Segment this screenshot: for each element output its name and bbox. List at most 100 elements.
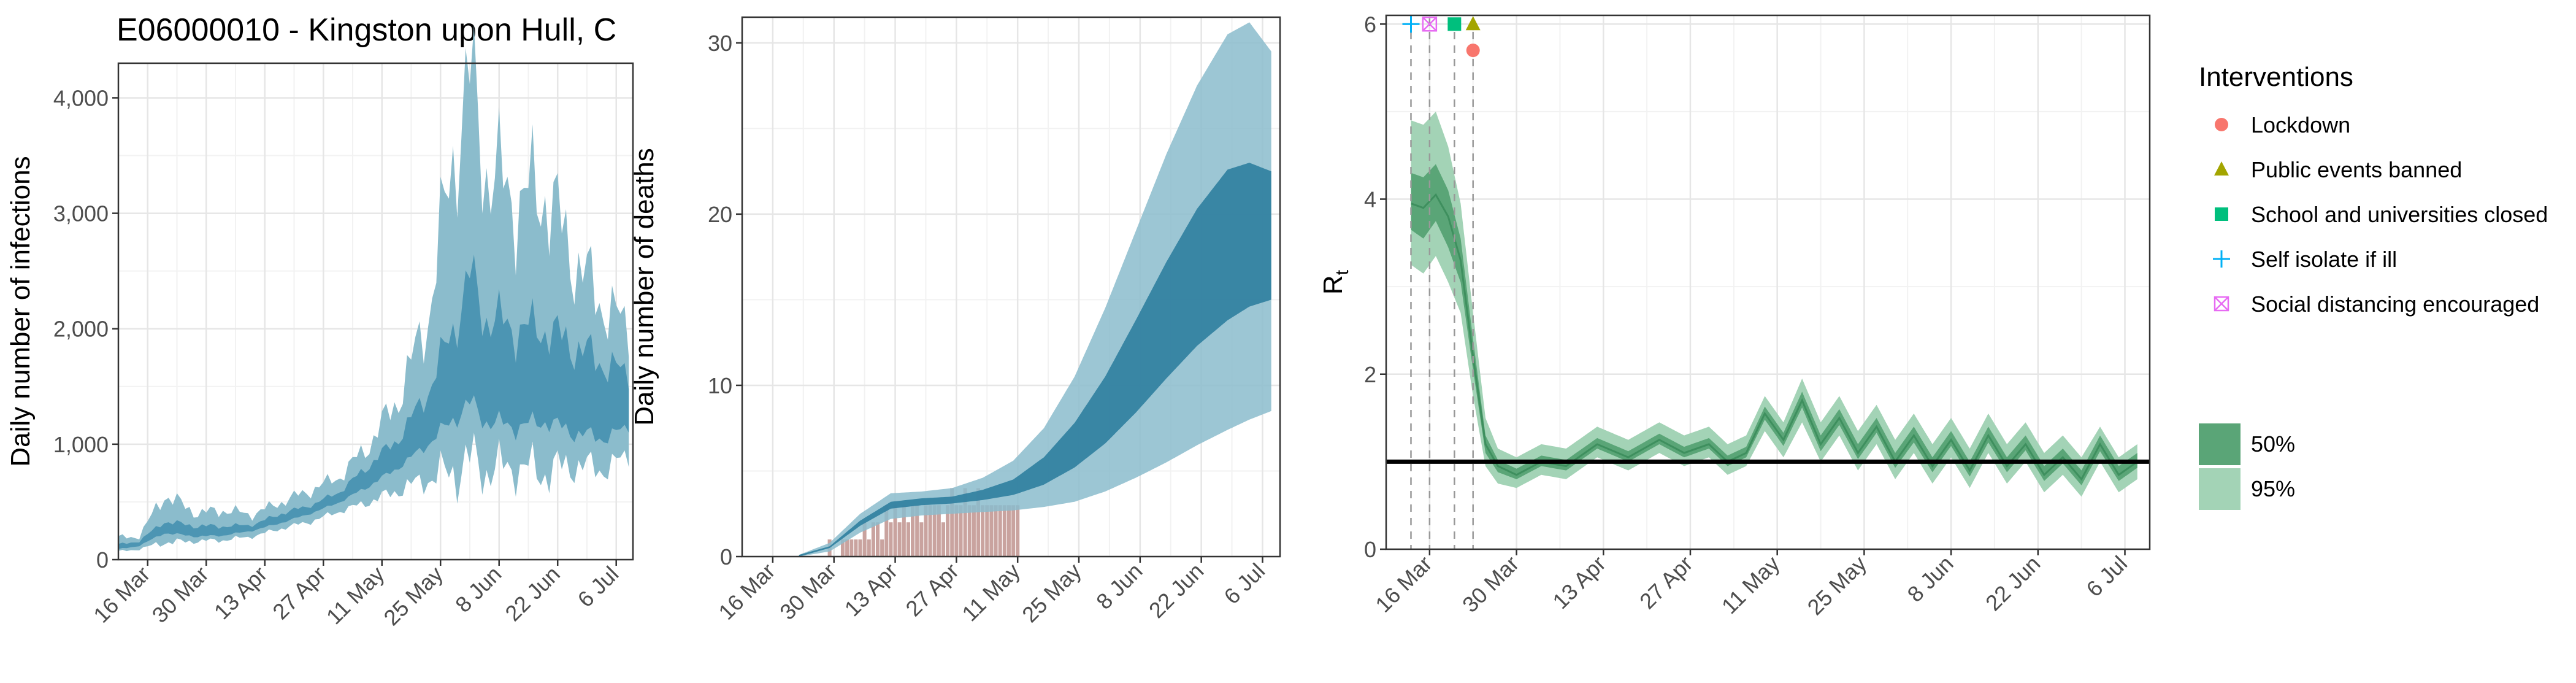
x-tick-label: 27 Apr — [900, 558, 964, 622]
death-bar — [946, 505, 950, 557]
death-bar — [858, 539, 862, 557]
death-bar — [959, 505, 963, 557]
y-axis-label: Rt — [1318, 269, 1352, 295]
legend-key — [2215, 118, 2228, 131]
plot-border — [117, 62, 634, 561]
y-tick-label: 4 — [1364, 187, 1376, 212]
y-tick-label: 1,000 — [53, 432, 109, 457]
y-axis-label-subscript: t — [1332, 269, 1352, 275]
death-bar — [854, 539, 858, 557]
y-tick-label: 2 — [1364, 362, 1376, 387]
x-tick-label: 30 Mar — [147, 561, 213, 628]
x-tick-label: 25 May — [1017, 558, 1086, 627]
death-bar — [897, 522, 902, 557]
x-tick-label: 11 May — [1717, 551, 1785, 619]
plot-border — [1385, 14, 2151, 550]
x-tick-label: 8 Jun — [1902, 551, 1958, 607]
x-tick-label: 6 Jul — [1219, 558, 1270, 609]
death-bar — [915, 505, 919, 557]
death-bar — [889, 522, 893, 557]
y-tick-label: 20 — [708, 202, 732, 227]
death-bar — [950, 488, 954, 557]
death-bar — [845, 539, 849, 557]
x-tick-label: 11 May — [957, 558, 1025, 627]
death-bar — [994, 505, 998, 557]
x2 — [2214, 296, 2229, 311]
intervention-marker — [1402, 15, 1420, 33]
figure-title: E06000010 - Kingston upon Hull, C — [117, 12, 616, 48]
intervention-marker — [1447, 17, 1462, 31]
death-bar — [862, 522, 867, 557]
death-bar — [884, 505, 889, 557]
rt-50-band — [1411, 164, 2137, 485]
y-tick-label: 3,000 — [53, 201, 109, 226]
rt-panel: 0 2 4 6 16 Mar 30 Mar 13 Apr 27 Apr 11 May 25 May… — [1318, 12, 2151, 620]
death-bar — [1002, 505, 1006, 557]
x-tick-label: 22 Jun — [500, 561, 564, 626]
deaths-95-group — [799, 22, 1271, 557]
x2 — [1422, 17, 1437, 32]
death-bar — [989, 505, 994, 557]
death-bar — [1011, 505, 1016, 557]
sq — [1422, 17, 1438, 32]
y-axis-label: Daily number of infections — [6, 156, 36, 466]
x-tick-label: 6 Jul — [573, 561, 624, 612]
x-tick-label: 6 Jul — [2081, 551, 2132, 602]
y-tick-label: 4,000 — [53, 85, 109, 110]
death-bar — [985, 505, 989, 557]
x-tick-label: 8 Jun — [1091, 558, 1147, 614]
legend-label: Social distancing encouraged — [2251, 291, 2539, 317]
death-bar — [840, 539, 845, 557]
death-bar — [867, 539, 871, 557]
death-bar — [972, 505, 976, 557]
sq — [2214, 296, 2229, 312]
death-bar — [954, 505, 959, 557]
death-bar — [1016, 505, 1020, 557]
deaths-50-group — [799, 163, 1271, 557]
x-tick-label: 30 Mar — [1457, 551, 1524, 617]
x-tick-label: 25 May — [1803, 551, 1871, 620]
death-bar — [963, 488, 967, 557]
death-bar — [976, 488, 981, 557]
legend-title: Interventions — [2199, 62, 2353, 92]
x-tick-label: 22 Jun — [1144, 558, 1208, 623]
death-bar — [924, 505, 928, 557]
death-bar — [911, 505, 915, 557]
legend-label: Self isolate if ill — [2251, 247, 2397, 272]
x-tick-label: 25 May — [378, 561, 447, 630]
death-bar — [967, 505, 972, 557]
legend-label: School and universities closed — [2251, 202, 2548, 227]
legend-label: Lockdown — [2251, 112, 2350, 137]
death-bar — [893, 505, 897, 557]
death-bar — [902, 505, 906, 557]
x-tick-label: 27 Apr — [1635, 551, 1698, 614]
intervention-marker — [1422, 17, 1438, 32]
x-tick-label: 13 Apr — [209, 561, 272, 625]
legend-interval-label: 50% — [2251, 431, 2295, 457]
legend-label: Public events banned — [2251, 157, 2462, 182]
death-bar — [1006, 505, 1011, 557]
intervention-marker — [1466, 44, 1480, 58]
x-tick-label: 11 May — [321, 561, 389, 630]
y-tick-label: 0 — [96, 547, 109, 573]
y-tick-label: 0 — [1364, 537, 1376, 562]
legend-interval-key — [2199, 423, 2241, 465]
infections-50-band — [118, 254, 629, 549]
y-tick-label: 10 — [708, 373, 732, 398]
death-bar — [932, 505, 937, 557]
y-tick-label: 0 — [720, 544, 732, 569]
death-bar — [880, 539, 884, 557]
y-tick-label: 6 — [1364, 12, 1376, 37]
legend-key — [2213, 250, 2230, 268]
legend-key — [2215, 207, 2228, 221]
x-tick-label: 13 Apr — [840, 558, 903, 622]
deaths-50-band — [799, 163, 1271, 557]
death-bar — [981, 505, 985, 557]
plot-border — [741, 16, 1281, 558]
death-bar — [919, 522, 924, 557]
intervention-marker — [1465, 16, 1481, 31]
y-tick-label: 2,000 — [53, 317, 109, 342]
legend: Interventions Lockdown Public events banne… — [2199, 62, 2548, 510]
